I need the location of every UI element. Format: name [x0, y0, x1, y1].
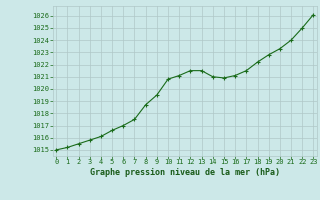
X-axis label: Graphe pression niveau de la mer (hPa): Graphe pression niveau de la mer (hPa) [90, 168, 280, 177]
